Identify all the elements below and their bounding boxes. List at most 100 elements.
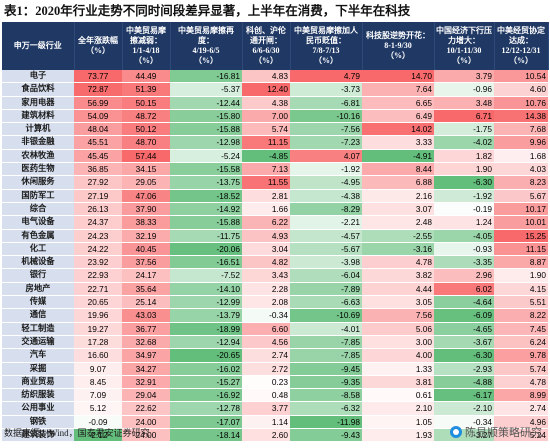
value-cell: 43.03 xyxy=(122,308,170,323)
value-cell: 22.71 xyxy=(74,282,122,297)
value-cell: -6.09 xyxy=(434,308,494,323)
value-cell: 2.48 xyxy=(362,215,434,230)
table-row: 商业贸易 8.45 32.91 -15.27 0.23 -9.35 3.81 -4.88 4.7… xyxy=(2,375,548,390)
value-cell: 3.33 xyxy=(362,135,434,150)
value-cell: -16.92 xyxy=(170,388,242,403)
value-cell: 0.61 xyxy=(362,388,434,403)
value-cell: 34.15 xyxy=(122,162,170,177)
industry-name: 汽车 xyxy=(2,348,74,363)
value-cell: -2.12 xyxy=(74,428,122,443)
value-cell: 44.49 xyxy=(122,70,170,84)
industry-name: 交通运输 xyxy=(2,335,74,350)
value-cell: 51.39 xyxy=(122,82,170,97)
industry-name: 建筑装饰 xyxy=(2,428,74,443)
value-cell: 6.88 xyxy=(362,175,434,190)
source-note: 数据来源：Wind，国泰君安证券研究 xyxy=(4,428,150,438)
industry-name: 银行 xyxy=(2,268,74,283)
value-cell: 37.56 xyxy=(122,255,170,270)
value-cell: -4.38 xyxy=(290,189,362,203)
value-cell: 36.77 xyxy=(122,322,170,336)
value-cell: 12.40 xyxy=(242,82,290,97)
value-cell: -5.67 xyxy=(290,242,362,257)
value-cell: 32.19 xyxy=(122,229,170,243)
value-cell: 7.45 xyxy=(494,322,548,336)
value-cell: 48.72 xyxy=(122,109,170,124)
value-cell: -13.75 xyxy=(170,175,242,190)
value-cell: -6.63 xyxy=(290,295,362,310)
industry-name: 钢铁 xyxy=(2,415,74,430)
value-cell: -4.85 xyxy=(242,149,290,164)
value-cell: -0.93 xyxy=(434,242,494,257)
table-row: 非银金融 45.51 48.70 -12.98 11.15 -7.23 3.33 -4.02 9… xyxy=(2,135,548,150)
value-cell: -3.98 xyxy=(290,255,362,270)
value-cell: 20.65 xyxy=(74,295,122,310)
value-cell: 2.60 xyxy=(242,428,290,443)
value-cell: 37.90 xyxy=(122,202,170,217)
value-cell: 4.78 xyxy=(494,375,548,390)
value-cell: 4.60 xyxy=(494,82,548,97)
value-cell: -4.57 xyxy=(290,229,362,243)
value-cell: -9.35 xyxy=(290,375,362,390)
value-cell: -20.65 xyxy=(170,348,242,363)
table-row: 建筑材料 54.09 48.72 -15.80 7.00 -10.16 6.49 6.71 14… xyxy=(2,109,548,124)
value-cell: 1.14 xyxy=(242,415,290,430)
value-cell: 4.44 xyxy=(362,282,434,297)
table-row: 建筑装饰 -2.12 24.00 -18.14 2.60 -9.43 1.93 -3.27 5.… xyxy=(2,428,548,443)
value-cell: 6.49 xyxy=(362,109,434,124)
column-header: 科创、沪伦通开闸： 6/6-6/30 （%） xyxy=(242,22,291,70)
value-cell: 16.60 xyxy=(74,348,122,363)
value-cell: -18.52 xyxy=(170,189,242,203)
value-cell: 2.74 xyxy=(242,348,290,363)
table-row: 传媒 20.65 25.14 -12.99 2.08 -6.63 3.05 -4.64 5.51 xyxy=(2,295,548,310)
value-cell: -20.06 xyxy=(170,242,242,257)
value-cell: -12.44 xyxy=(170,96,242,110)
value-cell: -7.23 xyxy=(290,135,362,150)
value-cell: 15.25 xyxy=(494,229,548,243)
value-cell: 10.76 xyxy=(494,96,548,110)
value-cell: 9.78 xyxy=(494,348,548,363)
value-cell: -15.58 xyxy=(170,162,242,177)
value-cell: -18.99 xyxy=(170,322,242,336)
value-cell: 5.51 xyxy=(494,295,548,310)
table-row: 汽车 16.60 34.97 -20.65 2.74 -7.85 4.00 -6.30 9.78 xyxy=(2,348,548,363)
value-cell: 9.96 xyxy=(494,135,548,150)
value-cell: -6.30 xyxy=(434,348,494,363)
table-row: 电气设备 24.37 38.33 -15.88 6.22 -2.21 2.48 1.24 10.… xyxy=(2,215,548,230)
value-cell: 4.56 xyxy=(242,335,290,350)
value-cell: -11.75 xyxy=(170,229,242,243)
value-cell: 24.37 xyxy=(74,215,122,230)
industry-name: 有色金属 xyxy=(2,229,74,243)
industry-name: 非银金融 xyxy=(2,135,74,150)
wechat-icon xyxy=(450,426,462,438)
industry-name: 传媒 xyxy=(2,295,74,310)
value-cell: 5.74 xyxy=(242,122,290,137)
value-cell: 2.28 xyxy=(242,282,290,297)
value-cell: 4.38 xyxy=(242,96,290,110)
value-cell: -8.58 xyxy=(290,388,362,403)
value-cell: 2.72 xyxy=(242,362,290,376)
value-cell: 3.04 xyxy=(242,242,290,257)
table-row: 医药生物 36.85 34.15 -15.58 7.13 -1.92 8.44 1.90 4.0… xyxy=(2,162,548,177)
column-header: 中国经济下行压力增大： 10/1-11/30 （%） xyxy=(434,22,495,70)
value-cell: -6.17 xyxy=(434,388,494,403)
value-cell: -0.09 xyxy=(74,415,122,430)
value-cell: -14.10 xyxy=(170,282,242,297)
industry-name: 纺织服装 xyxy=(2,388,74,403)
table-row: 食品饮料 72.87 51.39 -5.37 12.40 -3.73 7.64 -0.96 4.… xyxy=(2,82,548,97)
value-cell: 23.92 xyxy=(74,255,122,270)
value-cell: -4.64 xyxy=(434,295,494,310)
value-cell: 50.12 xyxy=(122,122,170,137)
value-cell: 27.92 xyxy=(74,175,122,190)
value-cell: -0.34 xyxy=(242,308,290,323)
value-cell: 1.90 xyxy=(434,162,494,177)
watermark-text: 陈显顺策略研究 xyxy=(465,427,542,439)
value-cell: 32.68 xyxy=(122,335,170,350)
value-cell: 24.17 xyxy=(122,268,170,283)
value-cell: 3.43 xyxy=(242,268,290,283)
value-cell: -1.75 xyxy=(434,122,494,137)
value-cell: 4.15 xyxy=(494,282,548,297)
value-cell: 10.17 xyxy=(494,202,548,217)
value-cell: -4.65 xyxy=(434,322,494,336)
value-cell: 10.54 xyxy=(494,70,548,84)
value-cell: 6.71 xyxy=(434,109,494,124)
